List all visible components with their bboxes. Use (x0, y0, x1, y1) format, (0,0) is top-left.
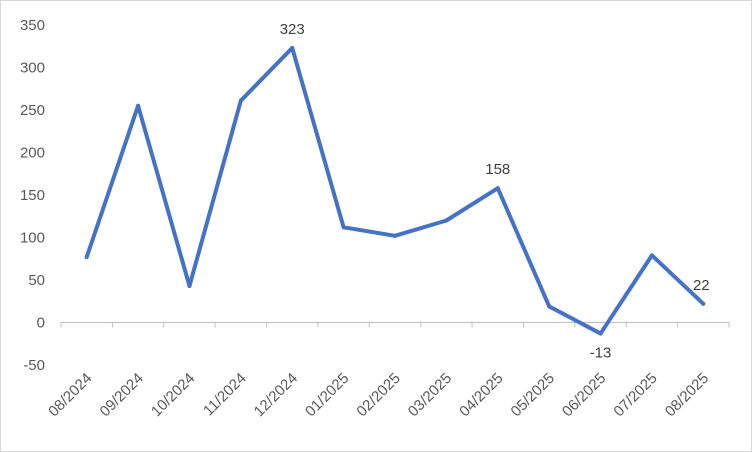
x-tick-label: 07/2025 (610, 370, 660, 420)
y-tick-label: 250 (20, 102, 45, 119)
x-axis-tick-marks (60, 322, 730, 328)
data-label: -13 (590, 345, 612, 362)
data-point (187, 283, 192, 288)
y-axis: -50 0 50 100 150 200 250 300 350 (20, 17, 45, 374)
x-tick-label: 06/2025 (559, 370, 609, 420)
x-tick-label: 11/2024 (200, 370, 250, 420)
x-tick-label: 09/2024 (97, 370, 147, 420)
x-tick-label: 10/2024 (148, 370, 198, 420)
x-tick-label: 02/2025 (353, 370, 403, 420)
data-point (290, 45, 295, 50)
data-point (341, 225, 346, 230)
data-point (238, 98, 243, 103)
data-point (444, 218, 449, 223)
x-tick-label: 01/2025 (302, 370, 352, 420)
y-tick-label: 0 (37, 315, 45, 332)
data-label: 22 (693, 277, 710, 294)
x-axis: 08/2024 09/2024 10/2024 11/2024 12/2024 01/20… (45, 370, 712, 420)
data-point (547, 304, 552, 309)
y-tick-label: -50 (23, 357, 45, 374)
data-labels: 323 158 -13 22 (280, 21, 710, 362)
data-point (84, 255, 89, 260)
x-tick-label: 12/2024 (251, 370, 301, 420)
data-points (84, 45, 706, 336)
data-label: 158 (485, 161, 510, 178)
y-tick-label: 200 (20, 145, 45, 162)
data-point (701, 301, 706, 306)
x-tick-label: 08/2024 (45, 370, 95, 420)
x-tick-label: 04/2025 (456, 370, 506, 420)
x-tick-label: 08/2025 (662, 370, 712, 420)
data-label: 323 (280, 21, 305, 38)
x-tick-label: 05/2025 (508, 370, 558, 420)
y-tick-label: 350 (20, 17, 45, 34)
y-tick-label: 150 (20, 187, 45, 204)
y-tick-label: 50 (28, 272, 45, 289)
y-tick-label: 300 (20, 60, 45, 77)
series-line (84, 45, 706, 336)
data-point (598, 331, 603, 336)
x-tick-label: 03/2025 (405, 370, 455, 420)
y-tick-label: 100 (20, 230, 45, 247)
data-point (136, 103, 141, 108)
data-point (649, 253, 654, 258)
data-point (393, 233, 397, 238)
data-point (495, 186, 500, 191)
